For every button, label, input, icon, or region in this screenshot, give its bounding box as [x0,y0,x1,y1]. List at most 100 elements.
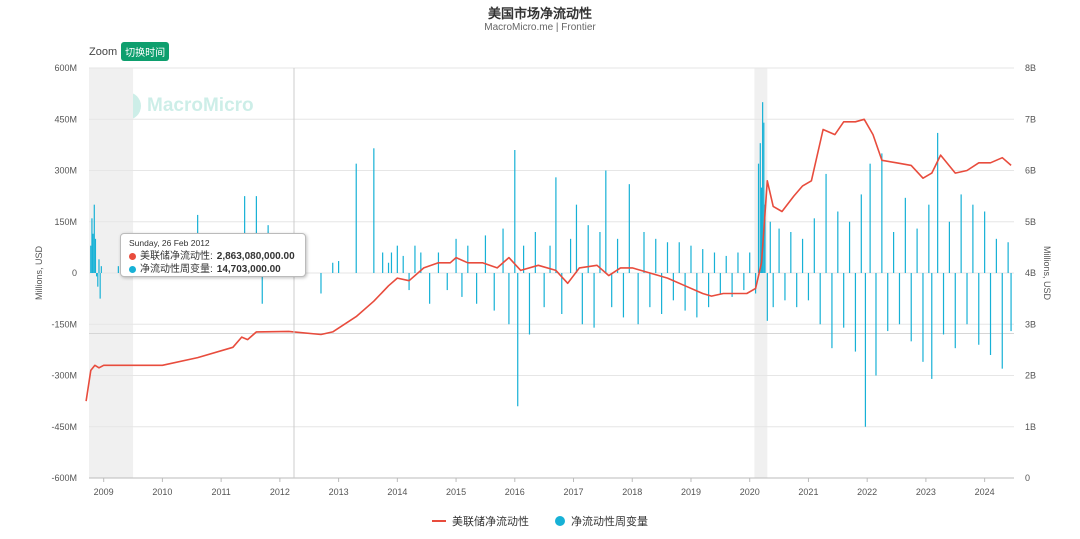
bar-mark [92,233,94,273]
bar-mark [725,255,727,273]
bar-mark [869,163,871,273]
tooltip-bar-value: 14,703,000.00 [216,264,281,275]
bar-mark [455,238,457,273]
bar-mark [763,122,765,274]
bar-mark [831,273,833,349]
bar-mark [843,273,845,328]
bar-mark [622,273,625,318]
y-left-tick-label: 0 [72,268,77,278]
bar-mark [966,273,968,325]
legend-item-bars[interactable]: 净流动性周变量 [555,513,648,529]
y-left-tick-label: -150M [51,319,77,329]
tooltip-bar-dot [129,266,136,273]
bar-mark [661,273,663,314]
bar-mark [864,273,867,427]
bar-mark [514,150,516,273]
x-tick-label: 2010 [152,487,172,497]
bar-mark [960,194,962,273]
axes: 600M 450M 300M 150M 0 -150M -300M -450M -600M 8B 7… [34,63,1052,497]
zoom-time-button[interactable]: 切换时间 [121,42,170,61]
zoom-label: Zoom [89,45,118,58]
bar-mark [766,273,768,321]
bar-mark [796,273,798,308]
bar-mark [731,273,733,297]
bar-mark [611,273,613,308]
bar-mark [848,221,851,273]
bar-mark [860,194,862,273]
bar-mark [446,273,448,291]
y-left-tick-label: 300M [54,166,77,176]
bar-mark [93,204,95,273]
bar-mark [825,173,827,273]
bar-mark [91,218,93,273]
bar-mark [937,132,939,273]
bar-mark [948,221,950,273]
bar-mark [534,232,536,273]
bar-mark [402,255,404,273]
bar-mark [978,273,980,345]
x-tick-label: 2009 [94,487,114,497]
legend-line-icon [432,520,446,522]
bar-mark [332,262,334,273]
chart-title: 美国市场净流动性 [487,6,592,21]
bar-mark [100,266,102,273]
y-left-tick-label: 600M [54,63,77,73]
bar-mark [922,273,924,362]
bar-mark [772,273,774,308]
y-right-tick-label: 5B [1025,217,1036,227]
bar-mark [769,221,771,273]
x-tick-label: 2023 [916,487,936,497]
bar-mark [737,252,739,273]
bar-mark [1010,273,1012,332]
bar-mark [338,261,340,273]
bar-mark [837,211,839,273]
legend-line-label: 美联储净流动性 [452,516,529,528]
bar-mark [605,170,607,273]
y-right-tick-label: 1B [1025,422,1036,432]
bar-mark [893,232,895,273]
bar-mark [408,273,410,291]
bar-mark [581,273,583,325]
bar-mark [916,228,918,273]
y-right-tick-label: 6B [1025,166,1036,176]
bar-mark [813,218,815,273]
bar-mark [690,245,692,273]
bar-mark [807,273,810,301]
tooltip-bar-label: 净流动性周变量: [140,264,213,275]
bar-mark [382,252,384,273]
legend: 美联储净流动性 净流动性周变量 [0,513,1080,529]
bar-mark [928,204,930,273]
x-tick-label: 2019 [681,487,701,497]
bar-mark [898,273,901,325]
bar-mark [904,197,906,273]
bar-mark [94,238,97,273]
bar-mark [784,273,786,301]
legend-dot-icon [555,516,565,526]
y-right-tick-label: 0 [1025,473,1030,483]
y-right-tick-label: 7B [1025,114,1036,124]
bar-mark [1007,242,1009,273]
x-tick-label: 2016 [505,487,525,497]
bar-mark [587,225,589,273]
y-left-axis-title: Millions, USD [34,245,44,300]
bar-mark [672,273,674,301]
y-left-tick-label: 150M [54,217,77,227]
y-right-tick-label: 2B [1025,371,1036,381]
legend-item-line[interactable]: 美联储净流动性 [432,513,529,529]
bar-mark [678,242,680,273]
bar-mark [637,273,639,325]
bar-mark [414,245,416,273]
bar-mark [517,273,519,407]
bar-mark [98,259,100,273]
x-tick-label: 2024 [975,487,995,497]
bar-mark [99,273,101,299]
bar-mark [628,184,630,273]
bar-mark [396,245,398,273]
bar-mark [684,273,686,311]
bar-mark [655,238,657,273]
bar-mark [599,232,601,273]
zoom-control: Zoom 切换时间 [89,42,170,61]
bar-mark [995,238,997,273]
bar-mark [719,273,721,294]
bar-mark [261,273,263,304]
